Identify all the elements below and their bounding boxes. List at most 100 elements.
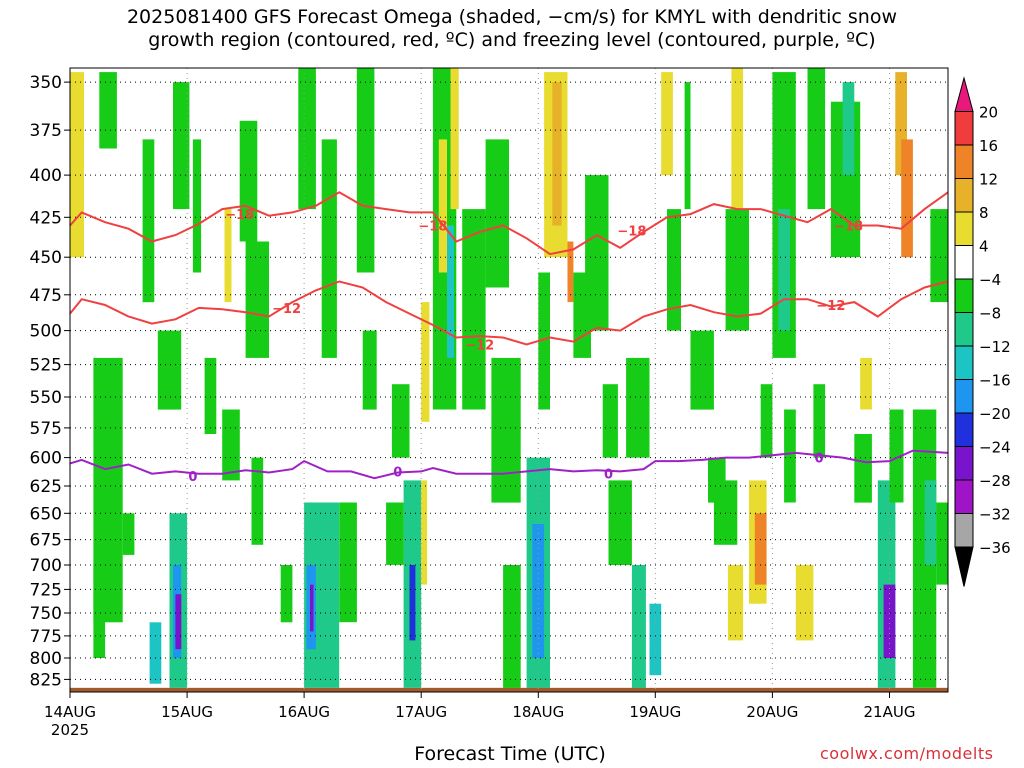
x-tick-label: 15AUG — [161, 703, 213, 721]
y-tick-label: 625 — [30, 477, 62, 497]
x-year-label: 2025 — [51, 721, 89, 739]
contour-label: −12 — [272, 302, 301, 317]
x-axis-label: Forecast Time (UTC) — [414, 743, 606, 765]
omega-cell — [70, 72, 84, 258]
y-tick-label: 800 — [30, 649, 62, 669]
y-tick-label: 750 — [30, 604, 62, 624]
omega-cell — [795, 565, 814, 641]
omega-cell — [649, 603, 662, 676]
contour-line — [69, 191, 949, 256]
omega-cell — [462, 209, 486, 410]
x-axis-ticks: 14AUG 15AUG 16AUG 17AUG 18AUG 19AUG 20AUG 21AUG… — [44, 692, 915, 739]
colorbar-bottom-triangle — [954, 546, 974, 587]
omega-cell — [149, 622, 162, 684]
colorbar-segment — [954, 178, 974, 213]
omega-cell — [450, 68, 459, 210]
omega-cell — [142, 139, 155, 303]
omega-cell — [391, 384, 410, 458]
omega-cell — [807, 68, 826, 210]
x-tick-label: 17AUG — [395, 703, 447, 721]
source-credit: coolwx.com/modelts — [820, 744, 994, 763]
y-tick-label: 575 — [30, 419, 62, 439]
colorbar-segment — [954, 245, 974, 280]
omega-cell — [280, 565, 293, 623]
ground-layer — [70, 687, 948, 692]
omega-cell — [842, 82, 855, 176]
omega-cell — [386, 502, 404, 565]
x-tick-label: 16AUG — [278, 703, 330, 721]
omega-cell — [251, 457, 264, 545]
omega-cell — [731, 68, 744, 210]
colorbar-label: −20 — [979, 405, 1011, 423]
contour-label: −18 — [617, 224, 646, 239]
omega-cell — [690, 330, 714, 410]
contour-label: 0 — [393, 465, 402, 480]
y-tick-label: 475 — [30, 286, 62, 306]
omega-shading-layer — [70, 68, 948, 688]
chart-title-line-1: 2025081400 GFS Forecast Omega (shaded, −… — [126, 6, 898, 28]
contour-label: 0 — [604, 468, 613, 483]
omega-cell — [602, 384, 618, 458]
omega-cell — [567, 241, 574, 303]
omega-cell — [310, 584, 314, 632]
omega-cell — [713, 480, 738, 545]
x-tick-label: 20AUG — [746, 703, 798, 721]
omega-cell — [204, 357, 217, 434]
omega-cell — [754, 513, 767, 585]
omega-cell — [245, 241, 269, 358]
omega-cell — [552, 82, 562, 226]
y-axis-ticks: 350 375 400 425 450 475 500 525 550 575 600 625 650 6… — [30, 73, 70, 690]
omega-cell — [356, 68, 375, 273]
omega-cell — [224, 209, 232, 303]
y-tick-label: 775 — [30, 627, 62, 647]
chart-title-line-2: growth region (contoured, red, ºC) and f… — [148, 29, 876, 51]
y-tick-label: 525 — [30, 356, 62, 376]
contour-line — [69, 280, 949, 346]
chart-title: 2025081400 GFS Forecast Omega (shaded, −… — [20, 6, 1004, 52]
y-tick-label: 675 — [30, 531, 62, 551]
omega-cell — [421, 302, 430, 422]
colorbar-top-triangle — [954, 76, 974, 112]
contour-label: −18 — [834, 220, 863, 235]
contour-label: 0 — [188, 470, 197, 485]
colorbar-label: −12 — [979, 338, 1011, 356]
contour-line — [69, 449, 949, 480]
y-tick-label: 700 — [30, 556, 62, 576]
colorbar-segment — [954, 513, 974, 548]
x-tick-label: 19AUG — [629, 703, 681, 721]
omega-cell — [889, 409, 904, 503]
colorbar-segment — [954, 144, 974, 179]
colorbar-segment — [954, 278, 974, 313]
colorbar: 20 16 12 8 4 −4 −8 −12 −16 −20 −24 −28 −32 −36 — [954, 76, 1011, 587]
colorbar-segment — [954, 412, 974, 447]
omega-cell — [409, 565, 416, 641]
omega-cell — [175, 594, 182, 650]
colorbar-label: 16 — [979, 137, 998, 155]
y-tick-label: 500 — [30, 322, 62, 342]
omega-cell — [667, 209, 681, 331]
colorbar-label: −16 — [979, 372, 1011, 390]
y-tick-label: 400 — [30, 166, 62, 186]
omega-cell — [239, 120, 258, 242]
plot-frame — [69, 67, 949, 693]
omega-cell — [447, 225, 454, 358]
omega-cell — [860, 357, 872, 410]
colorbar-label: −32 — [979, 506, 1011, 524]
omega-cell — [813, 384, 826, 458]
contour-label: 0 — [815, 452, 824, 467]
colorbar-label: −24 — [979, 439, 1011, 457]
omega-cell — [895, 72, 907, 176]
omega-cell — [538, 272, 550, 410]
colorbar-label: −36 — [979, 539, 1011, 557]
contour-label: −12 — [816, 299, 845, 314]
omega-cell — [362, 330, 377, 410]
omega-cell — [321, 139, 337, 358]
y-tick-label: 650 — [30, 504, 62, 524]
colorbar-label: 8 — [979, 204, 989, 222]
colorbar-segment — [954, 345, 974, 380]
y-tick-label: 375 — [30, 121, 62, 141]
y-tick-label: 550 — [30, 388, 62, 408]
omega-cell — [532, 524, 545, 658]
contour-layer: −18 −18 −18 −18 −12 −12 −12 0 0 0 0 — [69, 191, 949, 485]
